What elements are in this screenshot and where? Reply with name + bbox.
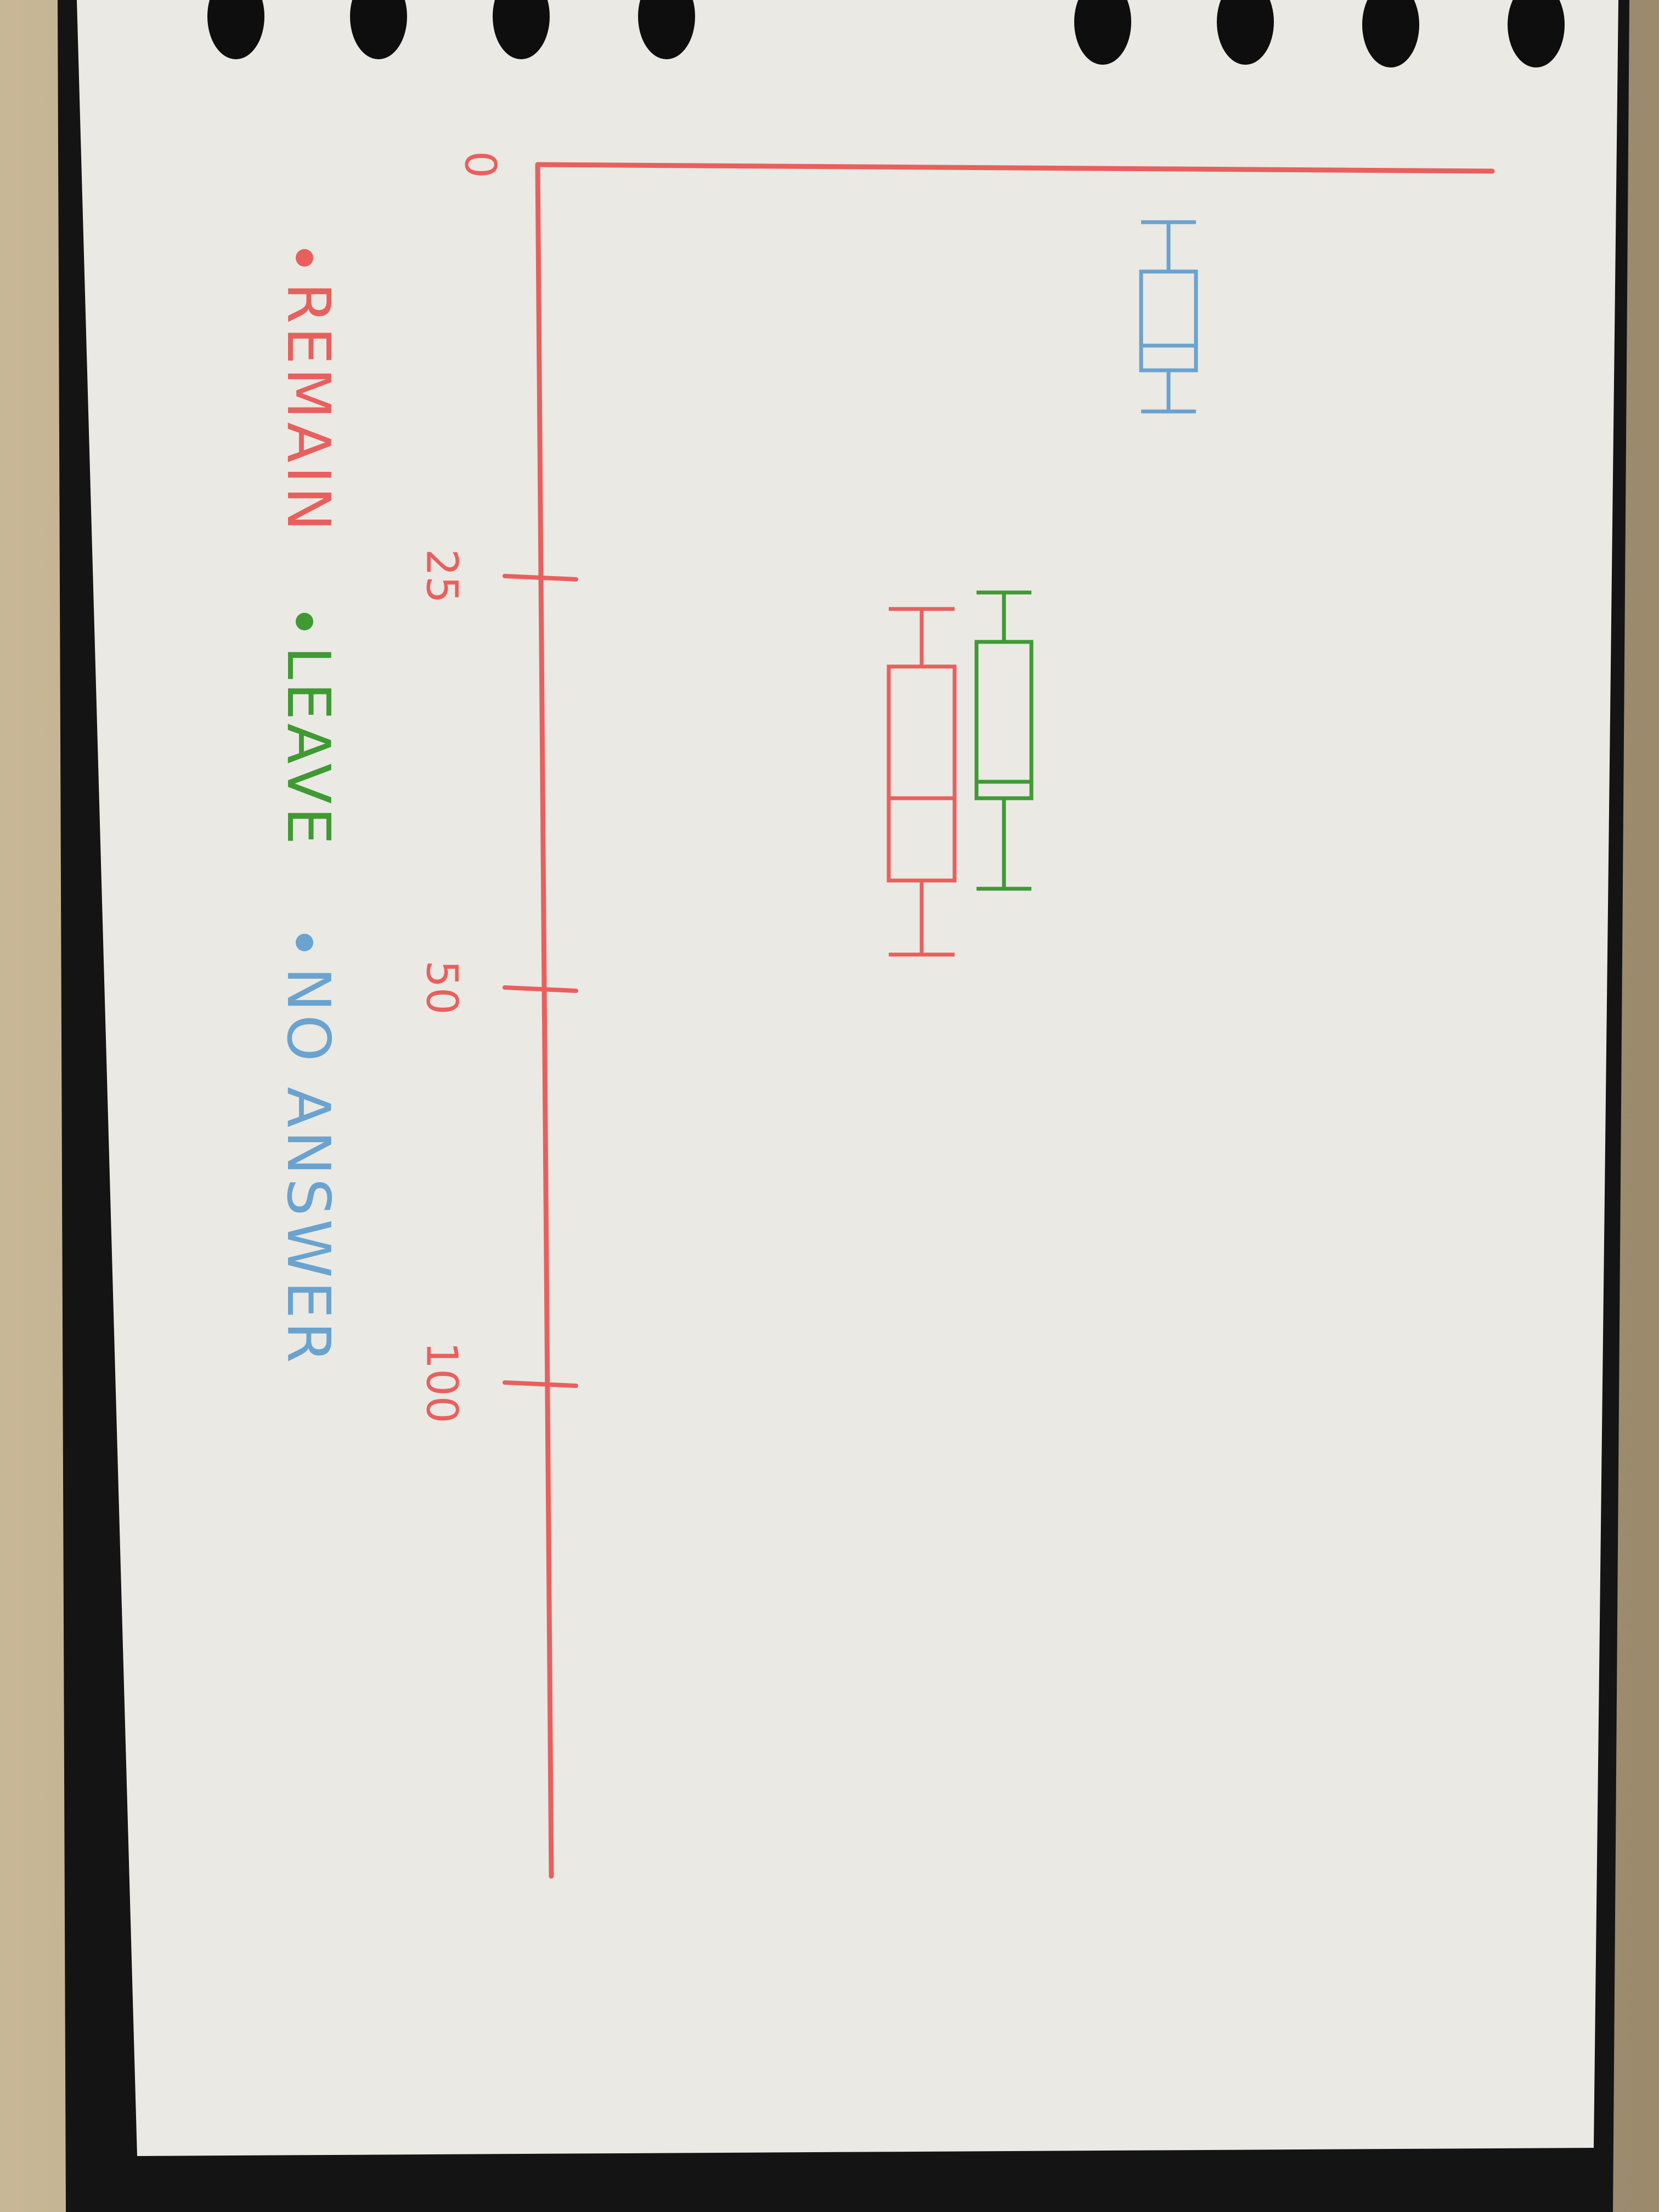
box-no-answer [1139,220,1198,414]
binding-ring [638,0,695,59]
legend-label: REMAIN [274,283,342,534]
box-iqr [974,640,1034,800]
axis-tick [503,574,578,582]
binding-ring [350,0,407,59]
binding-ring [1508,0,1565,67]
axis-top-rule [535,162,1495,174]
binding-ring [1217,0,1274,65]
boxes [887,220,1198,957]
legend-label: NO ANSWER [274,967,342,1366]
box-remain [887,607,957,957]
tick-label: 0 [455,151,505,178]
binding-ring [1362,0,1419,67]
spiral-binding [207,0,1565,67]
legend-bullet [296,613,313,630]
binding-ring [493,0,550,59]
value-axis: 0 25 50 100 [417,151,1495,1879]
legend: REMAIN LEAVE NO ANSWER [274,249,342,1366]
box-iqr [887,664,957,883]
legend-label: LEAVE [274,646,342,848]
tick-label: 100 [417,1342,466,1424]
axis-line [535,162,554,1879]
axis-tick [503,1380,578,1388]
legend-bullet [296,934,313,951]
binding-ring [1074,0,1131,65]
tick-label: 25 [417,549,466,603]
box-leave [974,590,1034,891]
tick-label: 50 [417,960,466,1014]
legend-bullet [296,249,313,267]
box-iqr [1139,269,1198,373]
axis-tick [503,985,578,993]
paper-page [77,0,1618,2156]
binding-ring [207,0,264,59]
